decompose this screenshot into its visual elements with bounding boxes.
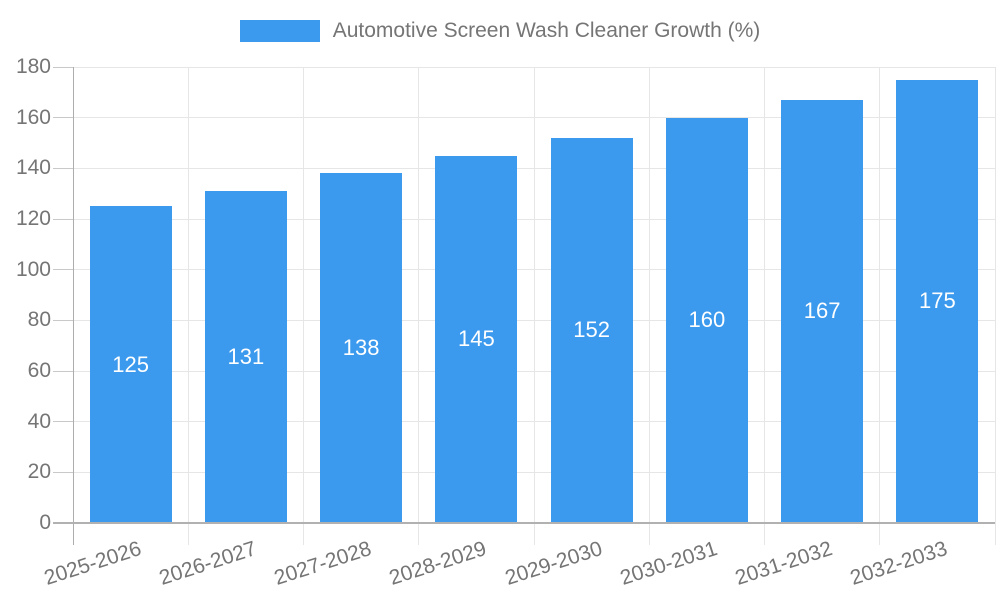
x-gridline [187,67,189,545]
bar-value-label: 125 [112,351,149,377]
y-tick-mark [53,218,73,220]
legend: Automotive Screen Wash Cleaner Growth (%… [0,19,1000,43]
bar [665,117,748,523]
x-gridline [879,67,881,545]
y-tick-mark [53,471,73,473]
x-gridline [764,67,765,545]
legend-label: Automotive Screen Wash Cleaner Growth (%… [332,19,761,42]
bar-value-label: 145 [458,326,495,352]
bar [550,137,633,523]
bar [896,79,979,523]
y-tick-label: 160 [15,105,51,129]
bar-value-label: 152 [573,317,610,343]
bar-value-label: 131 [227,344,265,370]
x-gridline [994,67,996,545]
y-tick-mark [53,319,73,321]
y-tick-label: 100 [15,257,51,281]
bar [204,191,287,523]
y-tick-label: 20 [27,460,51,484]
bar [89,206,172,523]
x-gridline [303,67,304,545]
bar-value-label: 175 [919,288,956,314]
x-gridline [418,67,420,545]
y-tick-label: 180 [15,55,51,78]
bar-value-label: 167 [803,298,841,324]
x-gridline [648,67,650,545]
bar [320,173,403,523]
y-tick-mark [53,421,73,423]
y-tick-label: 0 [39,511,51,534]
y-tick-label: 140 [15,156,51,180]
y-tick-label: 80 [27,308,51,332]
y-tick-mark [53,167,73,169]
y-tick-mark [53,66,73,68]
legend-swatch [239,20,320,42]
y-tick-mark [53,370,73,372]
x-gridline [533,67,535,545]
bar-value-label: 160 [688,307,726,333]
y-tick-mark [53,269,73,271]
x-axis-line [53,522,995,524]
bar [781,99,864,523]
y-tick-label: 60 [27,359,51,382]
y-tick-label: 40 [27,409,51,433]
y-tick-mark [53,117,73,119]
y-axis-line [72,67,74,545]
bar [435,155,518,523]
bar-value-label: 138 [342,335,380,361]
y-tick-label: 120 [15,207,51,230]
